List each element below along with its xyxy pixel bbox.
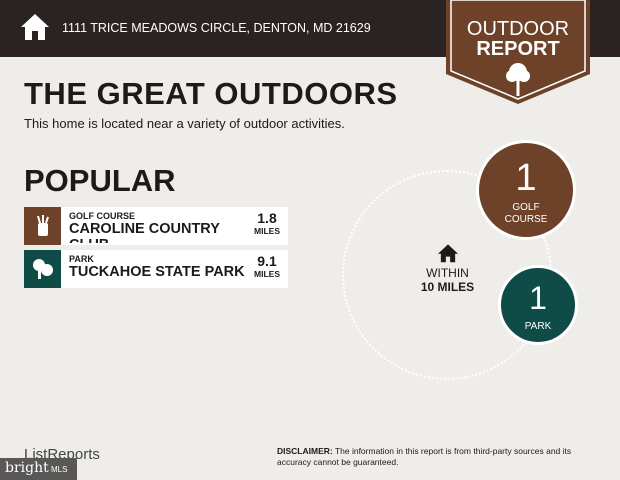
item-distance: 9.1 (257, 253, 277, 269)
disclaimer-label: DISCLAIMER: (277, 446, 333, 456)
item-category: PARK (69, 254, 94, 264)
golf-bag-icon (24, 207, 61, 245)
house-icon (21, 14, 49, 40)
park-tree-icon (24, 250, 61, 288)
list-item-golf[interactable]: GOLF COURSE CAROLINE COUNTRY CLUB 1.8MIL… (24, 207, 288, 245)
popular-heading: POPULAR (24, 163, 176, 198)
park-count: 1 (529, 280, 547, 316)
park-count-circle: 1 PARK (498, 265, 578, 345)
item-distance: 1.8 (257, 210, 277, 226)
page-subtitle: This home is located near a variety of o… (24, 116, 345, 131)
golf-count: 1 (515, 157, 537, 199)
park-count-label: PARK (524, 321, 552, 332)
radius-label: WITHIN 10 MILES (405, 243, 490, 294)
golf-count-circle: 1 GOLF COURSE (476, 140, 576, 240)
outdoor-report-banner: OUTDOOR REPORT (446, 0, 590, 104)
item-unit: MILES (254, 269, 280, 279)
golf-count-label: GOLF COURSE (504, 202, 548, 225)
tree-icon (506, 63, 530, 96)
banner-line1: OUTDOOR (466, 18, 570, 40)
item-name: CAROLINE COUNTRY CLUB (69, 221, 220, 243)
page-title: THE GREAT OUTDOORS (24, 76, 398, 111)
item-unit: MILES (254, 226, 280, 236)
banner-line2: REPORT (476, 38, 560, 60)
disclaimer: DISCLAIMER: The information in this repo… (277, 446, 607, 468)
item-category: GOLF COURSE (69, 211, 136, 221)
within-text: WITHIN (426, 266, 469, 280)
list-item-park[interactable]: PARK TUCKAHOE STATE PARK 9.1 MILES (24, 250, 288, 288)
item-name: TUCKAHOE STATE PARK (69, 264, 245, 280)
disclaimer-text: The information in this report is from t… (277, 446, 572, 467)
bright-mls-watermark: bright MLS (0, 458, 77, 480)
radius-distance: 10 MILES (420, 280, 475, 294)
address: 1111 TRICE MEADOWS CIRCLE, DENTON, MD 21… (62, 21, 371, 35)
house-icon (437, 244, 458, 263)
